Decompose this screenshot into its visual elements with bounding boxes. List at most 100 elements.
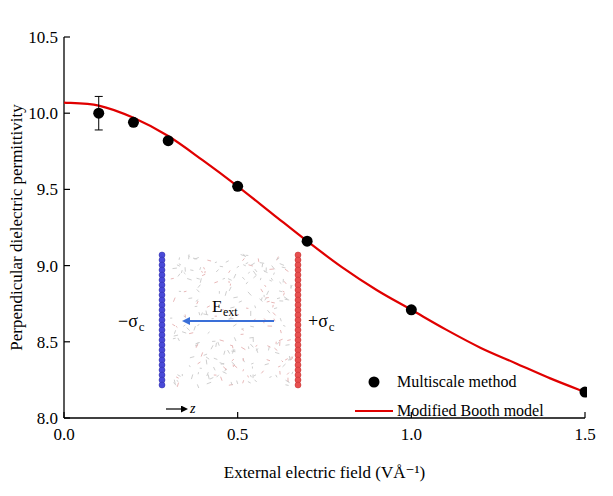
molecule [287,339,290,341]
molecule [199,267,201,270]
molecule [181,270,183,273]
chart: 8.08.59.09.510.010.50.00.51.01.5External… [0,0,613,496]
y-tick [64,265,70,266]
molecule [179,291,181,292]
legend-line [355,410,393,412]
molecule [170,318,172,319]
molecule [262,263,264,267]
molecule [171,278,174,280]
molecule [268,346,270,350]
molecule [250,344,253,347]
molecule [207,382,211,384]
molecule [234,365,237,368]
molecule [265,298,267,301]
y-tick-label: 9.0 [37,257,58,276]
annotation-subscript: c [139,319,145,334]
molecule [197,301,199,304]
legend: Multiscale methodModified Booth model [355,373,544,419]
molecule [224,351,225,355]
molecule [178,338,180,341]
molecule [201,313,203,316]
molecule [177,380,178,382]
molecule [198,362,201,364]
molecule [251,363,253,365]
x-tick-label: 1.5 [574,425,595,444]
molecule [206,360,208,365]
molecule [183,325,185,327]
molecule [250,375,252,377]
molecule [267,360,270,361]
molecule [260,299,263,302]
molecule [188,254,189,259]
molecule [196,343,199,344]
molecule [255,380,257,382]
plot-area [64,96,587,397]
molecule [201,352,203,356]
molecule [285,269,288,271]
data-point [580,387,588,398]
molecule [228,281,229,283]
y-tick [64,36,70,37]
molecule [249,337,253,339]
molecule [228,279,232,281]
molecule [215,261,217,263]
y-tick-label: 10.5 [28,28,58,47]
molecule [229,287,231,291]
molecule [216,270,218,272]
molecule [232,362,235,365]
molecule [179,264,181,265]
molecule [184,272,186,274]
molecule [176,326,177,327]
molecule [266,267,267,271]
molecule [276,342,277,344]
molecule [289,356,291,360]
data-point [93,108,104,119]
y-tick [64,113,70,114]
molecule [174,380,176,384]
y-tick-label: 10.0 [28,104,58,123]
molecule [277,297,280,299]
molecule [258,258,260,261]
molecule [261,371,263,374]
molecule [287,378,288,382]
molecule [268,326,273,327]
molecule [188,297,192,299]
molecule [187,328,190,331]
molecule [233,324,236,326]
molecule [272,266,275,270]
molecule [232,359,234,361]
molecule [290,285,291,289]
molecule [218,342,219,346]
molecule [279,290,282,292]
molecule [203,313,208,315]
molecule [233,297,237,299]
molecule [207,260,211,262]
molecule [214,374,217,375]
y-tick [64,189,70,190]
molecule [197,384,198,388]
data-point [232,181,243,192]
molecule [206,357,209,359]
molecule [187,279,191,281]
annotation: −σ [118,311,138,331]
molecule [280,318,281,321]
molecule [185,267,186,271]
molecule [197,278,200,280]
molecule [221,377,222,381]
annotation-subscript: c [329,319,335,334]
molecule [277,257,279,261]
molecule [256,345,258,346]
molecule [253,271,256,275]
molecule [195,257,199,259]
molecule [269,268,274,269]
data-point [302,236,313,247]
molecule [173,298,175,302]
molecule [292,372,293,374]
legend-marker [369,377,380,388]
legend-label: Modified Booth model [397,402,544,419]
molecule [241,254,245,256]
molecule [241,347,245,349]
molecule [282,267,286,269]
molecule [239,301,242,302]
molecule [286,344,290,346]
